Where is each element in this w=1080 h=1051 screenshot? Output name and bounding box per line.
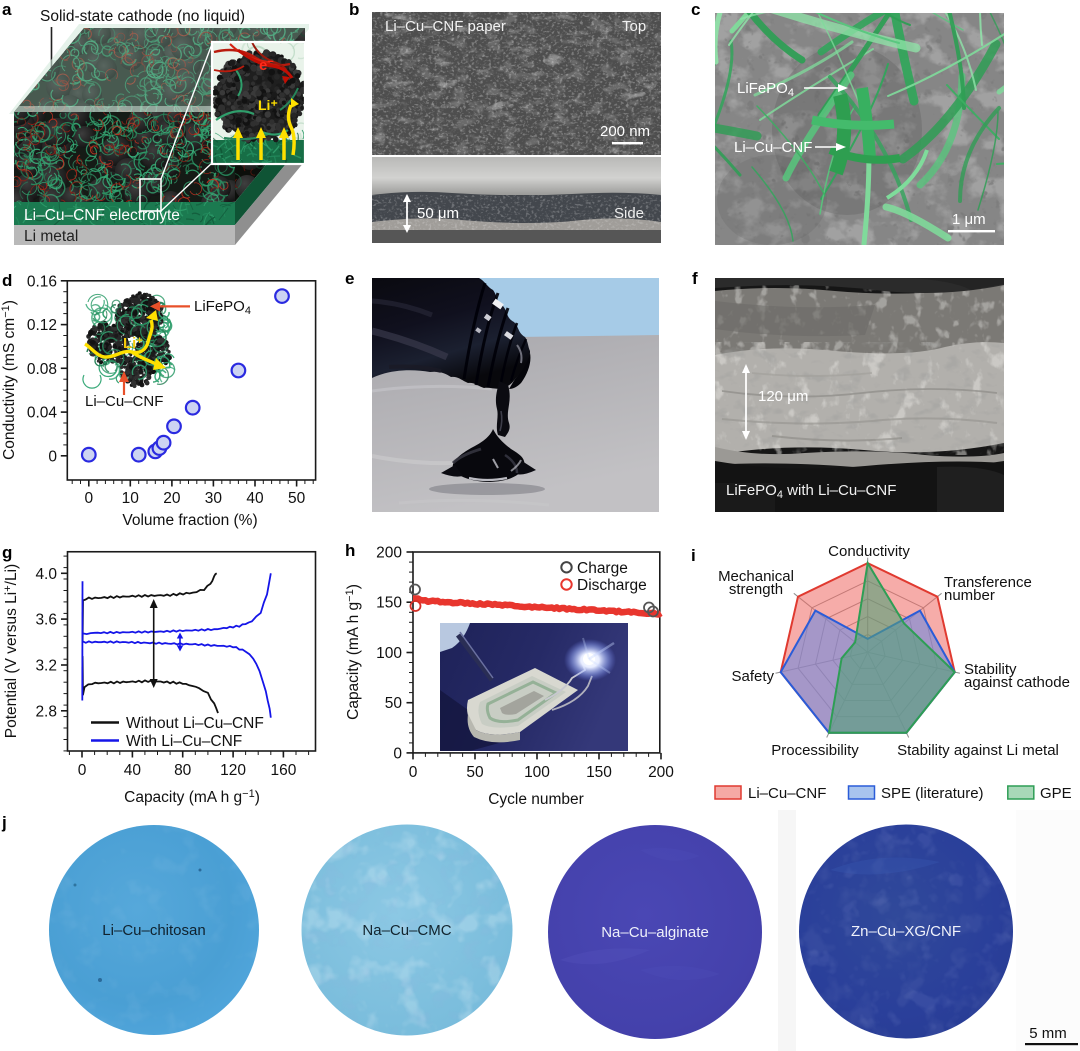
- svg-text:Li⁺: Li⁺: [258, 97, 278, 113]
- svg-text:0.12: 0.12: [27, 317, 57, 334]
- svg-text:120: 120: [220, 762, 246, 779]
- svg-text:50 μm: 50 μm: [417, 205, 459, 222]
- svg-text:200 nm: 200 nm: [600, 123, 650, 140]
- svg-text:Charge: Charge: [577, 560, 628, 577]
- svg-text:Safety: Safety: [731, 668, 774, 685]
- svg-text:Li metal: Li metal: [24, 228, 78, 245]
- svg-text:150: 150: [376, 595, 402, 612]
- svg-text:30: 30: [205, 490, 223, 507]
- svg-text:Stability: Stability: [964, 661, 1017, 678]
- svg-text:Transference: Transference: [944, 574, 1032, 591]
- svg-text:0.08: 0.08: [27, 361, 57, 378]
- svg-text:150: 150: [586, 764, 612, 781]
- svg-text:Processibility: Processibility: [771, 742, 859, 759]
- svg-text:Conductivity (mS cm−1): Conductivity (mS cm−1): [0, 300, 18, 460]
- svg-text:0: 0: [78, 762, 87, 779]
- svg-text:Top: Top: [622, 18, 646, 35]
- svg-text:Capacity (mA h g−1): Capacity (mA h g−1): [344, 584, 362, 720]
- svg-text:LiFePO4: LiFePO4: [737, 80, 794, 99]
- svg-text:40: 40: [246, 490, 264, 507]
- svg-text:200: 200: [648, 764, 674, 781]
- svg-text:Cycle number: Cycle number: [488, 791, 584, 808]
- svg-text:Na–Cu–alginate: Na–Cu–alginate: [601, 924, 709, 941]
- svg-text:1 μm: 1 μm: [952, 211, 986, 228]
- svg-text:Solid-state cathode (no liquid: Solid-state cathode (no liquid): [40, 8, 245, 25]
- svg-text:Li–Cu–CNF: Li–Cu–CNF: [85, 393, 163, 410]
- svg-text:Volume fraction (%): Volume fraction (%): [122, 512, 257, 529]
- svg-text:Without Li–Cu–CNF: Without Li–Cu–CNF: [126, 715, 264, 732]
- svg-text:4.0: 4.0: [35, 566, 57, 583]
- svg-text:50: 50: [385, 695, 403, 712]
- svg-text:Stability against Li metal: Stability against Li metal: [897, 742, 1059, 759]
- svg-text:Side: Side: [614, 205, 644, 222]
- svg-text:Li–Cu–CNF: Li–Cu–CNF: [748, 785, 826, 802]
- svg-text:With Li–Cu–CNF: With Li–Cu–CNF: [126, 733, 242, 750]
- svg-text:2.8: 2.8: [35, 703, 57, 720]
- svg-text:SPE (literature): SPE (literature): [881, 785, 984, 802]
- svg-text:against cathode: against cathode: [964, 674, 1070, 691]
- svg-text:Li–Cu–chitosan: Li–Cu–chitosan: [102, 922, 205, 939]
- svg-text:LiFePO4 with Li–Cu–CNF: LiFePO4 with Li–Cu–CNF: [726, 482, 896, 501]
- svg-text:0.04: 0.04: [27, 405, 58, 422]
- svg-text:Capacity (mA h g−1): Capacity (mA h g−1): [124, 788, 260, 806]
- svg-text:50: 50: [466, 764, 484, 781]
- svg-text:40: 40: [124, 762, 142, 779]
- svg-text:120 μm: 120 μm: [758, 388, 808, 405]
- svg-text:5 mm: 5 mm: [1029, 1025, 1067, 1042]
- svg-text:80: 80: [174, 762, 192, 779]
- svg-text:LiFePO4: LiFePO4: [194, 298, 251, 317]
- svg-text:0: 0: [409, 764, 418, 781]
- svg-text:Zn–Cu–XG/CNF: Zn–Cu–XG/CNF: [851, 923, 961, 940]
- svg-text:number: number: [944, 587, 995, 604]
- svg-text:100: 100: [376, 645, 402, 662]
- svg-text:0: 0: [393, 745, 402, 762]
- svg-text:Li–Cu–CNF: Li–Cu–CNF: [734, 139, 812, 156]
- svg-text:50: 50: [288, 490, 306, 507]
- svg-text:Potential (V versus Li+/Li): Potential (V versus Li+/Li): [2, 564, 20, 738]
- svg-text:20: 20: [163, 490, 181, 507]
- svg-text:Li–Cu–CNF electrolyte: Li–Cu–CNF electrolyte: [24, 207, 180, 224]
- svg-text:strength: strength: [729, 581, 783, 598]
- svg-text:3.6: 3.6: [35, 612, 57, 629]
- svg-text:Discharge: Discharge: [577, 577, 647, 594]
- svg-text:0: 0: [48, 448, 57, 465]
- svg-text:3.2: 3.2: [35, 658, 57, 675]
- svg-text:200: 200: [376, 545, 402, 562]
- svg-text:100: 100: [524, 764, 550, 781]
- svg-text:Conductivity: Conductivity: [828, 543, 910, 560]
- svg-text:GPE: GPE: [1040, 785, 1072, 802]
- svg-text:10: 10: [122, 490, 140, 507]
- svg-text:Mechanical: Mechanical: [718, 568, 794, 585]
- svg-text:0.16: 0.16: [27, 273, 57, 290]
- svg-text:160: 160: [270, 762, 296, 779]
- svg-text:Li–Cu–CNF paper: Li–Cu–CNF paper: [385, 18, 506, 35]
- svg-text:0: 0: [84, 490, 93, 507]
- svg-text:Na–Cu–CMC: Na–Cu–CMC: [362, 922, 451, 939]
